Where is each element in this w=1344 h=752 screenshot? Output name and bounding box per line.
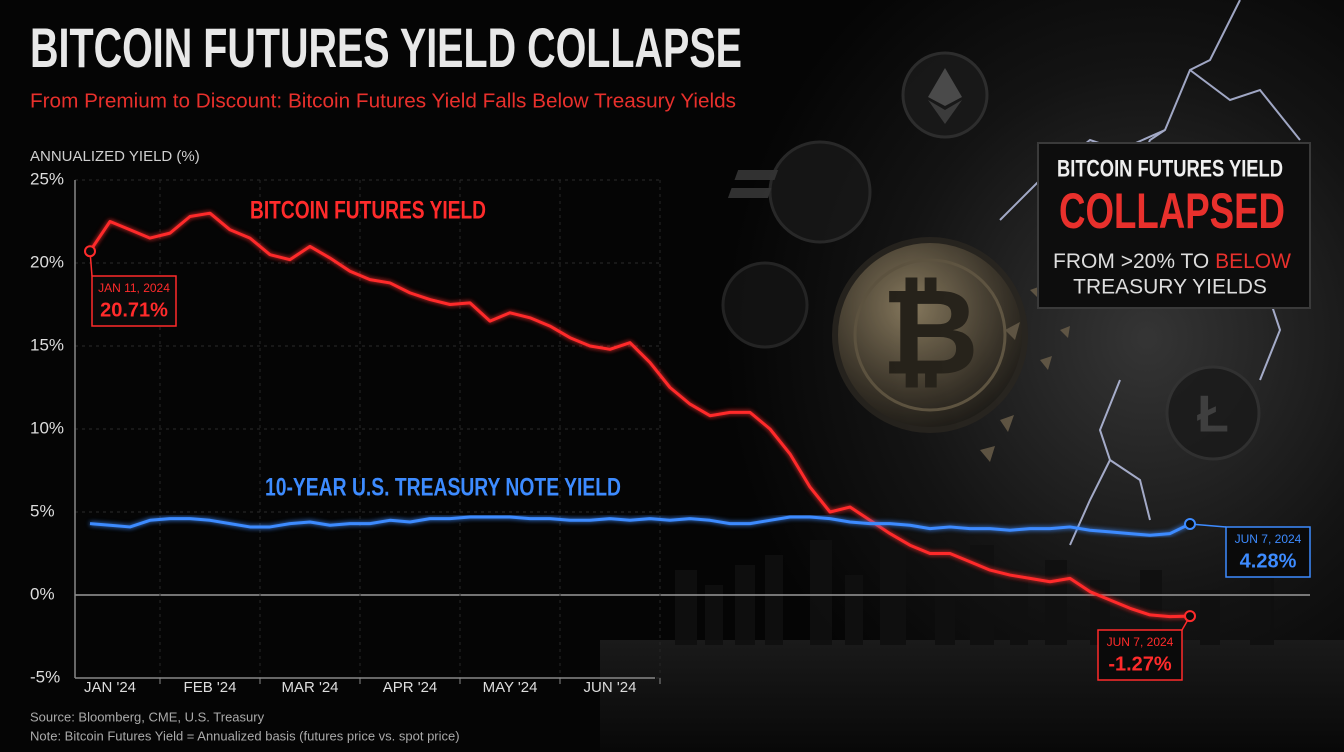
footnote: Note: Bitcoin Futures Yield = Annualized… bbox=[30, 728, 460, 743]
y-tick-label: 15% bbox=[30, 335, 64, 354]
annotation-value: -1.27% bbox=[1108, 653, 1172, 675]
y-axis-label: ANNUALIZED YIELD (%) bbox=[30, 148, 200, 165]
series-label: BITCOIN FUTURES YIELD bbox=[250, 197, 486, 225]
annotation-box bbox=[1097, 629, 1183, 681]
x-tick-label: APR '24 bbox=[383, 679, 438, 696]
source-note: Source: Bloomberg, CME, U.S. Treasury bbox=[30, 709, 265, 724]
annotation-marker bbox=[1184, 610, 1196, 623]
svg-text:₿: ₿ bbox=[881, 266, 979, 400]
annotation-date: JAN 11, 2024 bbox=[98, 281, 170, 295]
y-tick-label: 5% bbox=[30, 501, 55, 520]
annotation-box bbox=[91, 275, 177, 327]
series-line bbox=[89, 515, 1191, 537]
chart-subtitle: From Premium to Discount: Bitcoin Future… bbox=[30, 90, 736, 112]
x-tick-label: JAN '24 bbox=[84, 679, 136, 696]
svg-text:Ł: Ł bbox=[1197, 386, 1229, 444]
x-tick-label: MAY '24 bbox=[483, 679, 538, 696]
series-label: 10-YEAR U.S. TREASURY NOTE YIELD bbox=[265, 474, 621, 502]
annotation-value: 4.28% bbox=[1240, 550, 1297, 572]
callout-headline: COLLAPSED bbox=[1059, 183, 1285, 239]
y-tick-label: 20% bbox=[30, 252, 64, 271]
x-tick-label: FEB '24 bbox=[184, 679, 237, 696]
annotation-date: JUN 7, 2024 bbox=[1107, 635, 1174, 649]
callout-line: FROM >20% TO BELOW bbox=[1053, 250, 1291, 273]
callout-box: BITCOIN FUTURES YIELD COLLAPSED FROM >20… bbox=[1037, 142, 1311, 309]
callout-line: BITCOIN FUTURES YIELD bbox=[1057, 155, 1283, 182]
y-tick-label: -5% bbox=[30, 667, 60, 686]
annotation-value: 20.71% bbox=[100, 299, 168, 321]
callout-text: FROM >20% TO bbox=[1053, 250, 1209, 273]
callout-highlight: BELOW bbox=[1215, 250, 1291, 273]
annotation-marker bbox=[84, 245, 96, 258]
annotation-connector bbox=[1189, 523, 1227, 528]
y-tick-label: 10% bbox=[30, 418, 64, 437]
callout-line: TREASURY YIELDS bbox=[1073, 276, 1267, 299]
y-tick-label: 0% bbox=[30, 584, 55, 603]
grid bbox=[75, 179, 1310, 679]
chart-title: BITCOIN FUTURES YIELD COLLAPSE bbox=[30, 16, 742, 79]
series-line bbox=[88, 211, 1191, 619]
callout-frame bbox=[1037, 142, 1311, 309]
annotation-marker bbox=[1184, 517, 1196, 530]
x-tick-label: MAR '24 bbox=[281, 679, 338, 696]
x-tick-label: JUN '24 bbox=[584, 679, 637, 696]
annotation-box bbox=[1225, 526, 1311, 578]
y-tick-label: 25% bbox=[30, 169, 64, 188]
annotation-date: JUN 7, 2024 bbox=[1235, 532, 1302, 546]
